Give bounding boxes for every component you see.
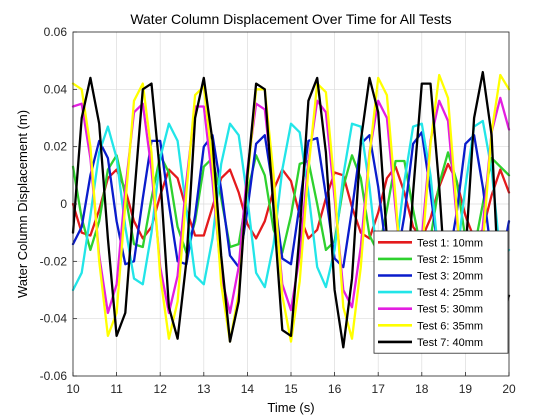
- y-tick-label: 0.02: [44, 140, 68, 154]
- x-tick-label: 19: [459, 382, 473, 396]
- legend-label: Test 5: 30mm: [417, 304, 483, 316]
- x-tick-label: 13: [197, 382, 211, 396]
- legend-label: Test 4: 25mm: [417, 287, 483, 299]
- x-tick-label: 14: [241, 382, 255, 396]
- series-line-test-2: [71, 151, 511, 254]
- x-tick-label: 12: [154, 382, 168, 396]
- x-tick-label: 10: [66, 382, 80, 396]
- x-tick-label: 18: [415, 382, 429, 396]
- x-tick-label: 11: [110, 382, 123, 396]
- y-tick-label: 0.06: [44, 25, 68, 39]
- legend: Test 1: 10mm Test 2: 15mm Test 3: 20mm Test…: [373, 230, 509, 354]
- y-tick-label: -0.04: [40, 312, 68, 326]
- legend-label: Test 1: 10mm: [417, 237, 483, 249]
- x-axis-label: Time (s): [267, 400, 314, 415]
- legend-label: Test 3: 20mm: [417, 271, 483, 283]
- legend-label: Test 6: 35mm: [417, 320, 483, 332]
- y-tick-label: -0.02: [40, 254, 68, 268]
- ticks: 10 11 12 13 14 15 16 17 18 19 20 -0.06 -0.04 -0.02 0 0.…: [40, 25, 516, 396]
- y-tick-label: 0: [60, 197, 67, 211]
- series-group: [71, 70, 511, 349]
- x-tick-label: 15: [284, 382, 298, 396]
- series-line-test-6: [71, 73, 511, 343]
- y-tick-label: -0.06: [40, 369, 68, 383]
- legend-label: Test 2: 15mm: [417, 254, 483, 266]
- x-tick-label: 16: [328, 382, 342, 396]
- chart-title: Water Column Displacement Over Time for …: [130, 11, 451, 27]
- x-tick-label: 20: [502, 382, 516, 396]
- x-tick-label: 17: [372, 382, 386, 396]
- legend-label: Test 7: 40mm: [417, 337, 483, 349]
- y-tick-label: 0.04: [44, 82, 68, 96]
- series-line-test-5: [71, 96, 511, 315]
- y-axis-label: Water Column Displacement (m): [15, 110, 30, 298]
- series-line-test-7: [71, 70, 511, 349]
